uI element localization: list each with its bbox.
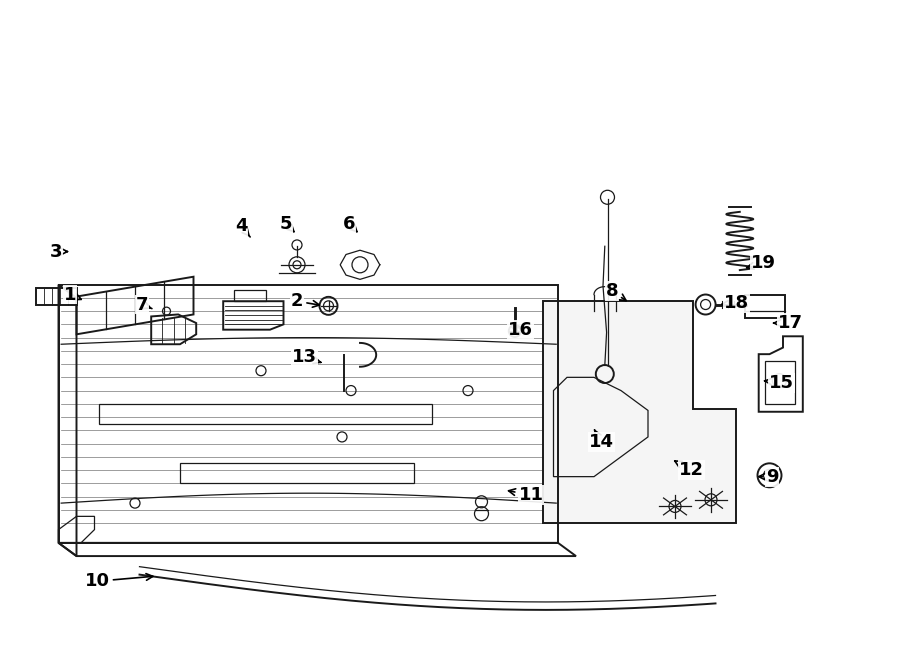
Text: 18: 18 (722, 294, 749, 312)
Polygon shape (543, 301, 736, 523)
Text: 2: 2 (291, 292, 319, 310)
Text: 7: 7 (136, 295, 152, 314)
Text: 4: 4 (235, 217, 250, 237)
Text: 13: 13 (292, 348, 320, 367)
Text: 16: 16 (508, 320, 533, 339)
Text: 1: 1 (64, 285, 81, 304)
Text: 14: 14 (589, 430, 614, 451)
Text: 11: 11 (508, 486, 544, 504)
Text: 12: 12 (675, 461, 704, 479)
Text: 17: 17 (774, 314, 803, 332)
Text: 9: 9 (759, 467, 778, 486)
Text: 8: 8 (606, 282, 626, 301)
Text: 5: 5 (280, 214, 294, 233)
Text: 15: 15 (765, 373, 794, 392)
Text: 3: 3 (50, 242, 68, 261)
Text: 19: 19 (747, 254, 776, 273)
Text: 10: 10 (85, 572, 153, 591)
Text: 6: 6 (343, 214, 357, 233)
